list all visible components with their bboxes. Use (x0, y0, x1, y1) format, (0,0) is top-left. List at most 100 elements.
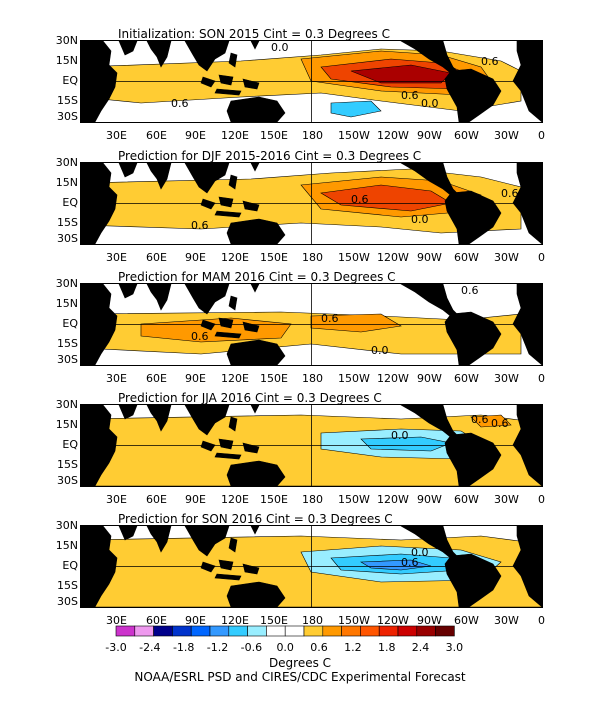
land-mass (200, 440, 216, 452)
land-mass (200, 319, 216, 331)
longitude-label: 0 (538, 493, 545, 506)
latitude-label: 15N (55, 539, 78, 552)
contour-label: 0.6 (171, 97, 189, 110)
longitude-label: 30W (494, 614, 519, 627)
colorbar-tick-label: -1.2 (206, 641, 229, 654)
longitude-label: 150E (260, 493, 288, 506)
longitude-label: 60W (454, 251, 479, 264)
land-mass (146, 163, 172, 190)
contour-label: 0.6 (351, 193, 369, 206)
longitude-label: 90W (417, 129, 442, 142)
map-svg: 0.6 0.6 0.0 0.6 (81, 284, 542, 365)
longitude-label: 180 (302, 372, 323, 385)
land-mass (214, 452, 242, 460)
land-mass (226, 460, 286, 486)
land-mass (146, 405, 172, 432)
land-mass (200, 198, 216, 210)
land-mass (400, 284, 460, 319)
longitude-label: 0 (538, 129, 545, 142)
latitude-label: 30N (55, 34, 78, 47)
contour-label: 0.0 (271, 41, 289, 54)
map-panel: 0.0 0.6 0.6 0.6 0.0 (80, 40, 543, 123)
map-svg: 0.0 0.6 0.6 (81, 405, 542, 486)
longitude-label: 150W (338, 251, 370, 264)
panel-title: Prediction for JJA 2016 Cint = 0.3 Degre… (118, 391, 382, 405)
cool-anomaly-region (359, 559, 432, 571)
land-mass (218, 559, 234, 571)
contour-label: 0.6 (401, 89, 419, 102)
map-panel: 0.0 0.6 (80, 525, 543, 608)
land-mass (250, 526, 260, 535)
colorbar-swatch (115, 625, 136, 637)
colorbar-swatch (228, 625, 248, 637)
land-mass (228, 295, 238, 311)
colorbar-swatch (209, 625, 230, 637)
contour-label: 0.0 (411, 213, 429, 226)
panel-title: Prediction for MAM 2016 Cint = 0.3 Degre… (118, 270, 396, 284)
longitude-label: 150W (338, 129, 370, 142)
land-mass (214, 210, 242, 218)
latitude-label: EQ (62, 196, 78, 209)
contour-label: 0.6 (191, 330, 209, 343)
colorbar-tick-label: -3.0 (105, 641, 127, 654)
colorbar-tick-label: -2.4 (139, 641, 161, 654)
contour-label: 0.6 (481, 55, 499, 68)
colorbar-swatch (341, 625, 361, 637)
colorbar-tick-label: 0.0 (276, 641, 294, 654)
colorbar-swatch (416, 625, 436, 637)
contour-label: 0.6 (191, 219, 209, 232)
longitude-label: 30E (106, 251, 127, 264)
land-mass (444, 432, 502, 486)
colorbar-swatch (172, 625, 192, 637)
longitude-label: 60W (454, 129, 479, 142)
land-mass (226, 581, 286, 607)
longitude-label: 60W (454, 614, 479, 627)
longitude-label: 90E (185, 493, 206, 506)
longitude-label: 30W (494, 251, 519, 264)
latitude-label: 30S (57, 353, 78, 366)
land-mass (146, 284, 172, 311)
longitude-label: 60W (454, 493, 479, 506)
longitude-label: 150E (260, 614, 288, 627)
longitude-label: 90W (417, 493, 442, 506)
longitude-label: 90E (185, 614, 206, 627)
panel-title: Prediction for SON 2016 Cint = 0.3 Degre… (118, 512, 393, 526)
longitude-label: 30W (494, 129, 519, 142)
longitude-label: 30E (106, 372, 127, 385)
latitude-label: 15S (57, 216, 78, 229)
colorbar-tick-label: -0.6 (240, 641, 263, 654)
latitude-label: 15S (57, 579, 78, 592)
warm-anomaly-region (310, 313, 402, 333)
land-mass (228, 416, 238, 432)
land-mass (444, 190, 502, 244)
land-mass (146, 526, 172, 553)
latitude-label: 30S (57, 110, 78, 123)
contour-label: 0.0 (411, 546, 429, 559)
map-svg: 0.00.60.60.60.0 (81, 41, 542, 122)
map-panel: 0.6 0.0 0.6 0.6 (80, 162, 543, 245)
land-mass (250, 163, 260, 172)
longitude-label: 150W (338, 493, 370, 506)
longitude-label: 180 (302, 251, 323, 264)
longitude-label: 60E (146, 493, 167, 506)
colorbar-tick-label: 2.4 (411, 641, 430, 654)
longitude-label: 30W (494, 372, 519, 385)
colorbar-swatch (190, 625, 211, 637)
colorbar-tick-label: -1.8 (172, 641, 195, 654)
longitude-label: 120E (221, 251, 249, 264)
contour-label: 0.6 (461, 284, 479, 297)
contour-label: 0.6 (491, 417, 509, 430)
land-mass (118, 284, 138, 299)
colorbar-swatch (303, 625, 324, 637)
colorbar-swatch (378, 625, 399, 637)
contour-label: 0.6 (401, 556, 419, 569)
contour-label: 0.0 (371, 344, 389, 357)
longitude-label: 120W (377, 129, 409, 142)
longitude-label: 120E (221, 493, 249, 506)
longitude-label: 150E (260, 372, 288, 385)
land-mass (250, 41, 260, 50)
longitude-label: 120E (221, 129, 249, 142)
colorbar-swatch (397, 625, 418, 637)
longitude-label: 90E (185, 372, 206, 385)
map-svg: 0.6 0.0 0.6 0.6 (81, 163, 542, 244)
